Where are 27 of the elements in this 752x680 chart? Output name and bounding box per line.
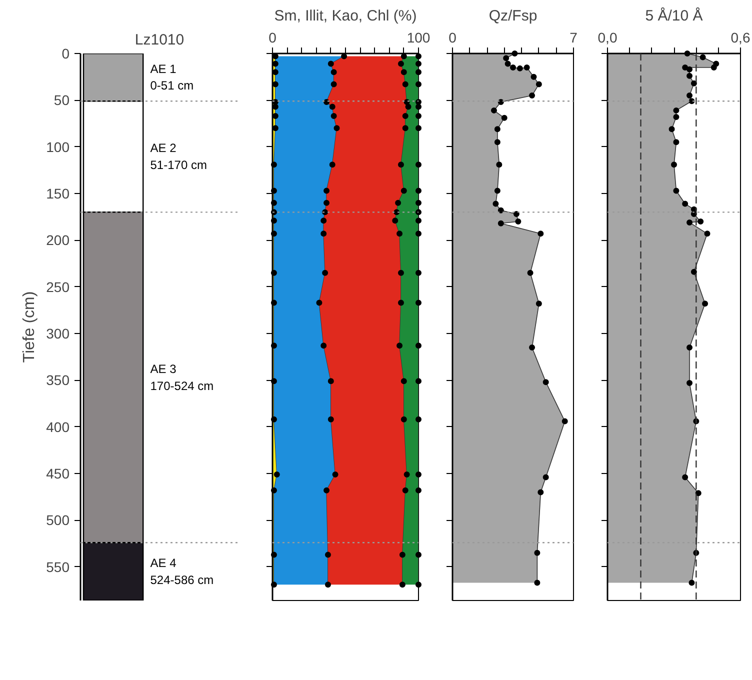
- x-tick-label: 100: [406, 30, 430, 46]
- y-tick-label: 50: [54, 92, 70, 108]
- y-tick-label: 500: [46, 512, 70, 528]
- x-tick-label: 7: [570, 30, 578, 46]
- annotation: AE 3 170-524 cm: [150, 362, 214, 393]
- y-tick-label: 150: [46, 186, 70, 202]
- y-tick-label: 0: [62, 46, 70, 62]
- y-tick-label: 250: [46, 278, 70, 295]
- chart-title: Sm, Illit, Kao, Chl (%): [274, 8, 417, 24]
- chart-title: 5 Å/10 Å: [645, 6, 703, 24]
- y-tick-label: 550: [46, 558, 70, 575]
- x-tick-label: 0,0: [598, 30, 618, 46]
- chart-title: Qz/Fsp: [488, 8, 538, 24]
- annotation: AE 1 0-51 cm: [150, 62, 194, 93]
- y-tick-label: 200: [46, 232, 70, 248]
- y-axis-title: Tiefe (cm): [21, 291, 38, 363]
- y-tick-label: 300: [46, 326, 70, 342]
- y-tick-label: 400: [46, 418, 70, 435]
- x-tick-label: 0: [268, 30, 277, 46]
- annotation: AE 4 524-586 cm: [150, 556, 214, 587]
- x-tick-label: 0: [448, 30, 457, 46]
- y-tick-label: 450: [46, 466, 70, 482]
- y-tick-label: 100: [46, 138, 70, 155]
- chart-title: Lz1010: [134, 32, 184, 48]
- annotation: AE 2 51-170 cm: [150, 141, 207, 172]
- x-tick-label: 0,6: [730, 30, 750, 46]
- y-tick-label: 350: [46, 372, 70, 388]
